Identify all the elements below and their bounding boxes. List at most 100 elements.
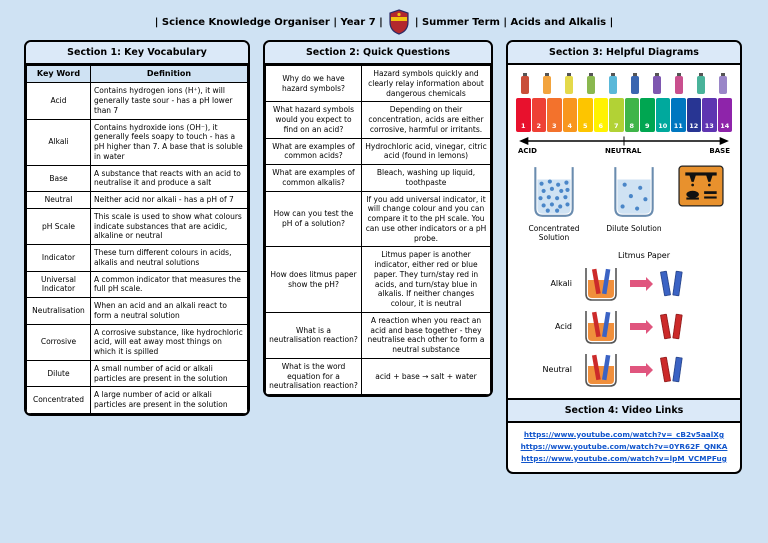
ph-cell: 9 — [640, 98, 655, 132]
qa-row: What is a neutralisation reaction? A reac… — [265, 311, 491, 359]
litmus-strip — [672, 270, 683, 297]
section3-title: Section 3: Helpful Diagrams — [508, 42, 740, 65]
acid-label: ACID — [518, 147, 537, 155]
answer: Hazard symbols quickly and clearly relay… — [361, 64, 491, 103]
vocab-row: Alkali Contains hydroxide ions (OH⁻), it … — [26, 118, 248, 166]
litmus-row-acid: Acid — [516, 308, 732, 346]
product-icon — [565, 73, 573, 94]
ph-scale: 1 2 3 4 5 6 7 8 9 10 11 12 13 14 — [516, 98, 732, 132]
qa-row: What is the word equation for a neutrali… — [265, 357, 491, 395]
video-link-1[interactable]: https://www.youtube.com/watch?v=_cB2v5aa… — [523, 429, 725, 439]
vocab-header-row: Key Word Definition — [26, 64, 248, 84]
ph-cell: 11 — [671, 98, 686, 132]
ph-cell: 12 — [686, 98, 701, 132]
vocab-col-definition: Definition — [90, 64, 248, 84]
product-icon — [543, 73, 551, 94]
litmus-paper-title: Litmus Paper — [617, 250, 671, 260]
question: How can you test the pH of a solution? — [265, 190, 362, 248]
vocab-row: pH Scale This scale is used to show what … — [26, 207, 248, 246]
school-crest-icon — [389, 9, 409, 35]
vocab-row: Neutralisation When an acid and an alkali… — [26, 297, 248, 325]
question: What are examples of common acids? — [265, 137, 362, 165]
qa-row: What are examples of common alkalis? Blea… — [265, 164, 491, 192]
video-link-3[interactable]: https://www.youtube.com/watch?v=lpM_VCMP… — [521, 453, 727, 463]
answer: Bleach, washing up liquid, toothpaste — [361, 164, 491, 192]
ph-axis-labels: ACID NEUTRAL BASE — [516, 147, 732, 155]
litmus-result-strips — [659, 356, 683, 383]
answer: Litmus paper is another indicator, eithe… — [361, 246, 491, 313]
litmus-row-neutral: Neutral — [516, 351, 732, 389]
dilute-solution-label: Dilute Solution — [606, 224, 662, 233]
ph-cell: 8 — [624, 98, 639, 132]
vocab-row: Universal Indicator A common indicator th… — [26, 270, 248, 299]
section1-panel: Section 1: Key Vocabulary Key Word Defin… — [24, 40, 250, 416]
litmus-row-alkali: Alkali — [516, 265, 732, 303]
vocab-row: Neutral Neither acid nor alkali - has a p… — [26, 191, 248, 209]
vocab-definition: A small number of acid or alkali particl… — [90, 359, 248, 388]
ph-cell: 7 — [609, 98, 624, 132]
answer: A reaction when you react an acid and ba… — [361, 311, 491, 359]
video-links: https://www.youtube.com/watch?v=_cB2v5aa… — [508, 423, 740, 472]
solutions-diagram: Concentrated Solution Dilute — [516, 165, 732, 243]
dilute-beaker-icon — [614, 167, 654, 217]
vocab-word: Universal Indicator — [26, 270, 91, 299]
vocab-row: Acid Contains hydrogen ions (H⁺), it will… — [26, 82, 248, 120]
litmus-strip — [659, 356, 672, 383]
litmus-strip — [659, 313, 672, 340]
neutral-label: NEUTRAL — [605, 147, 642, 155]
product-icon — [631, 73, 639, 94]
vocab-definition: A substance that reacts with an acid to … — [90, 164, 248, 193]
ph-cell: 10 — [655, 98, 670, 132]
question: What is the word equation for a neutrali… — [265, 357, 362, 395]
section1-title: Section 1: Key Vocabulary — [26, 42, 248, 65]
dilute-solution: Dilute Solution — [598, 165, 670, 233]
answer: Depending on their concentration, acids … — [361, 101, 491, 139]
vocab-definition: Contains hydroxide ions (OH⁻), it genera… — [90, 118, 248, 166]
ph-cell: 3 — [547, 98, 562, 132]
litmus-beaker-icon — [585, 310, 617, 344]
question: How does litmus paper show the pH? — [265, 246, 362, 313]
ph-cell: 1 — [516, 98, 531, 132]
litmus-beaker-icon — [585, 267, 617, 301]
header-title-left: | Science Knowledge Organiser | Year 7 | — [154, 16, 383, 28]
helpful-diagrams: 1 2 3 4 5 6 7 8 9 10 11 12 13 14 — [508, 65, 740, 398]
vocab-word: Base — [26, 164, 91, 193]
litmus-strip — [672, 356, 683, 383]
quick-questions-table: Why do we have hazard symbols? Hazard sym… — [265, 64, 491, 395]
product-icon — [653, 73, 661, 94]
vocab-table: Key Word Definition Acid Contains hydroge… — [26, 64, 248, 414]
product-icon — [675, 73, 683, 94]
product-icon — [587, 73, 595, 94]
section2-title: Section 2: Quick Questions — [265, 42, 491, 65]
video-link-2[interactable]: https://www.youtube.com/watch?v=0YR62F_Q… — [520, 441, 728, 451]
litmus-strip — [659, 270, 672, 297]
litmus-result-strips — [659, 313, 683, 340]
corrosive-hazard-icon — [678, 165, 724, 207]
product-icon — [609, 73, 617, 94]
vocab-word: Neutralisation — [26, 297, 91, 325]
header-title-right: | Summer Term | Acids and Alkalis | — [414, 16, 614, 28]
ph-cell: 6 — [593, 98, 608, 132]
alkali-label: Alkali — [550, 279, 572, 289]
qa-row: How can you test the pH of a solution? If… — [265, 190, 491, 248]
ph-cell: 2 — [531, 98, 546, 132]
litmus-strip — [672, 313, 683, 340]
base-label: BASE — [709, 147, 730, 155]
litmus-result-strips — [659, 270, 683, 297]
vocab-row: Corrosive A corrosive substance, like hyd… — [26, 323, 248, 361]
vocab-word: Concentrated — [26, 386, 91, 414]
litmus-beaker-icon — [585, 353, 617, 387]
ph-cell: 14 — [717, 98, 732, 132]
vocab-definition: A large number of acid or alkali particl… — [90, 386, 248, 414]
vocab-definition: A corrosive substance, like hydrochloric… — [90, 323, 248, 361]
question: What are examples of common alkalis? — [265, 164, 362, 192]
product-icon — [697, 73, 705, 94]
vocab-word: Indicator — [26, 244, 91, 272]
neutral-row-label: Neutral — [542, 365, 572, 375]
qa-row: Why do we have hazard symbols? Hazard sym… — [265, 64, 491, 103]
qa-row: What are examples of common acids? Hydroc… — [265, 137, 491, 165]
product-icon — [521, 73, 529, 94]
concentrated-solution: Concentrated Solution — [518, 165, 590, 243]
question: Why do we have hazard symbols? — [265, 64, 362, 103]
section4-title: Section 4: Video Links — [508, 397, 740, 423]
